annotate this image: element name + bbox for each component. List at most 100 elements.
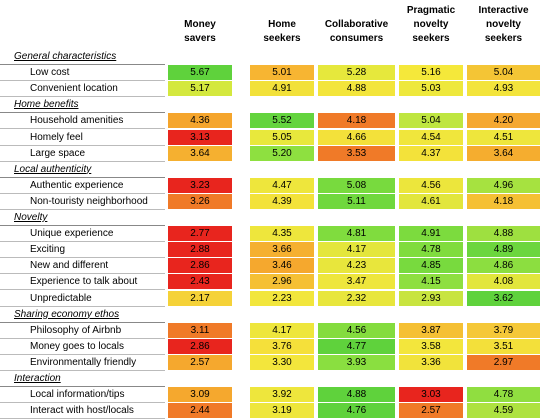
row-label: Unpredictable [0, 291, 165, 307]
value-cell: 4.88 [318, 81, 395, 98]
value-cell: 2.57 [168, 354, 232, 371]
value-cell: 4.47 [250, 177, 314, 194]
value-cell: 3.53 [318, 145, 395, 162]
column-header: Pragmatic novelty seekers [406, 5, 456, 44]
row-label: Experience to talk about [0, 274, 165, 291]
value-cell: 3.30 [250, 354, 314, 371]
value-cell: 4.08 [467, 274, 540, 291]
value-cell: 2.97 [467, 354, 540, 371]
value-cell: 4.17 [318, 242, 395, 259]
value-cell: 4.89 [467, 242, 540, 259]
value-cell: 3.76 [250, 338, 314, 355]
value-cell: 4.85 [399, 258, 463, 275]
value-cell: 4.35 [250, 226, 314, 243]
value-cell: 3.92 [250, 387, 314, 404]
value-cell: 3.79 [467, 322, 540, 339]
value-cell: 4.88 [318, 387, 395, 404]
value-cell: 3.66 [250, 242, 314, 259]
value-cell: 2.23 [250, 290, 314, 307]
value-cell: 3.36 [399, 354, 463, 371]
value-cell: 4.39 [250, 193, 314, 210]
value-cell: 3.47 [318, 274, 395, 291]
value-cell: 3.13 [168, 129, 232, 146]
value-cell: 3.03 [399, 387, 463, 404]
row-label: Exciting [0, 242, 165, 259]
row-label: New and different [0, 258, 165, 275]
value-cell: 2.93 [399, 290, 463, 307]
value-cell: 5.20 [250, 145, 314, 162]
value-cell: 2.57 [399, 403, 463, 420]
value-cell: 3.62 [467, 290, 540, 307]
value-cell: 4.78 [399, 242, 463, 259]
value-cell: 3.11 [168, 322, 232, 339]
row-label: Convenient location [0, 81, 165, 98]
section-title: General characteristics [0, 49, 165, 66]
value-cell: 4.56 [399, 177, 463, 194]
value-cell: 4.18 [318, 113, 395, 130]
value-cell: 4.66 [318, 129, 395, 146]
value-cell: 4.91 [250, 81, 314, 98]
value-cell: 5.04 [399, 113, 463, 130]
value-cell: 5.04 [467, 65, 540, 82]
value-cell: 4.88 [467, 226, 540, 243]
row-label: Household amenities [0, 113, 165, 130]
value-cell: 3.23 [168, 177, 232, 194]
value-cell: 4.93 [467, 81, 540, 98]
value-cell: 2.77 [168, 226, 232, 243]
value-cell: 2.32 [318, 290, 395, 307]
row-label: Interact with host/locals [0, 403, 165, 420]
value-cell: 5.05 [250, 129, 314, 146]
value-cell: 4.17 [250, 322, 314, 339]
value-cell: 2.43 [168, 274, 232, 291]
value-cell: 4.56 [318, 322, 395, 339]
value-cell: 4.61 [399, 193, 463, 210]
value-cell: 3.93 [318, 354, 395, 371]
value-cell: 3.51 [467, 338, 540, 355]
row-label: Homely feel [0, 130, 165, 146]
section-title: Local authenticity [0, 162, 165, 178]
column-header: Money savers [184, 19, 216, 44]
value-cell: 5.17 [168, 81, 232, 98]
row-label: Non-touristy neighborhood [0, 194, 165, 210]
value-cell: 4.54 [399, 129, 463, 146]
value-cell: 4.91 [399, 226, 463, 243]
value-cell: 2.88 [168, 242, 232, 259]
row-label: Unique experience [0, 226, 165, 243]
value-cell: 4.15 [399, 274, 463, 291]
column-header: Collaborative consumers [324, 19, 389, 44]
value-cell: 3.58 [399, 338, 463, 355]
value-cell: 2.86 [168, 338, 232, 355]
value-cell: 4.77 [318, 338, 395, 355]
value-cell: 5.52 [250, 113, 314, 130]
row-label: Environmentally friendly [0, 355, 165, 371]
value-cell: 4.18 [467, 193, 540, 210]
value-cell: 3.09 [168, 387, 232, 404]
value-cell: 5.16 [399, 65, 463, 82]
value-cell: 4.78 [467, 387, 540, 404]
value-cell: 4.59 [467, 403, 540, 420]
column-header: Interactive novelty seekers [478, 5, 529, 44]
value-cell: 4.37 [399, 145, 463, 162]
section-title: Novelty [0, 210, 165, 227]
value-cell: 4.23 [318, 258, 395, 275]
value-cell: 3.26 [168, 193, 232, 210]
row-label: Low cost [0, 65, 165, 82]
value-cell: 4.81 [318, 226, 395, 243]
value-cell: 3.46 [250, 258, 314, 275]
row-label: Philosophy of Airbnb [0, 323, 165, 339]
value-cell: 4.36 [168, 113, 232, 130]
value-cell: 2.86 [168, 258, 232, 275]
value-cell: 5.01 [250, 65, 314, 82]
value-cell: 4.76 [318, 403, 395, 420]
value-cell: 4.51 [467, 129, 540, 146]
value-cell: 3.64 [467, 145, 540, 162]
value-cell: 3.19 [250, 403, 314, 420]
value-cell: 5.11 [318, 193, 395, 210]
value-cell: 3.64 [168, 145, 232, 162]
column-header: Home seekers [263, 19, 301, 44]
row-label: Money goes to locals [0, 339, 165, 355]
value-cell: 5.28 [318, 65, 395, 82]
value-cell: 4.86 [467, 258, 540, 275]
value-cell: 4.20 [467, 113, 540, 130]
